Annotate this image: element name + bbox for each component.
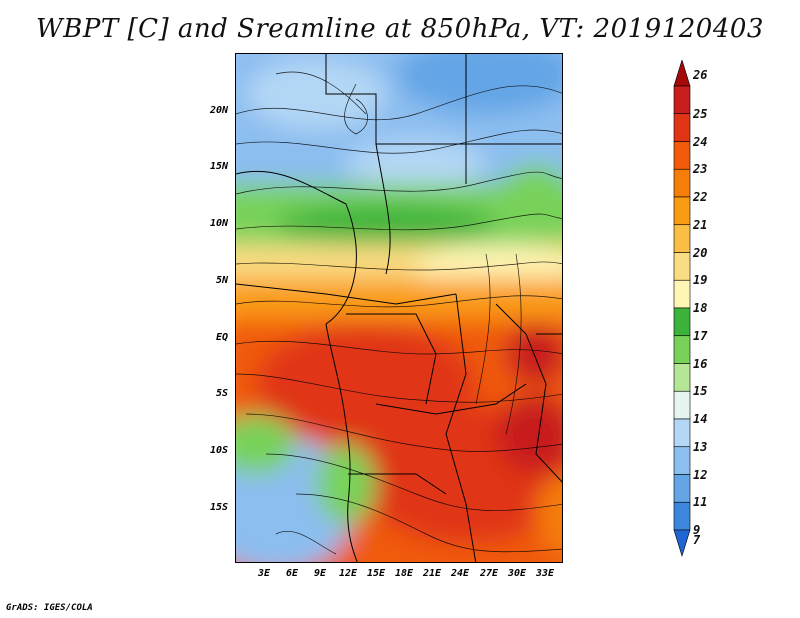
colorbar-segment bbox=[673, 307, 691, 337]
colorbar-segment bbox=[673, 501, 691, 531]
lat-label-10n: 10N bbox=[209, 218, 228, 229]
streamlines bbox=[236, 71, 562, 555]
colorbar-segment bbox=[673, 363, 691, 392]
colorbar-label: 18 bbox=[693, 301, 708, 315]
lat-label-eq: EQ bbox=[215, 332, 228, 343]
colorbar-segment bbox=[673, 168, 691, 198]
colorbar-label: 14 bbox=[693, 412, 708, 426]
colorbar-segment bbox=[673, 60, 691, 87]
colorbar-segment bbox=[673, 252, 691, 281]
colorbar-segment bbox=[673, 141, 691, 170]
colorbar-label: 22 bbox=[693, 190, 708, 204]
lat-label-5s: 5S bbox=[215, 388, 228, 399]
lon-label-30e: 30E bbox=[507, 568, 527, 579]
colorbar-segment bbox=[673, 474, 691, 503]
colorbar-segment bbox=[673, 335, 691, 364]
colorbar-segment bbox=[673, 85, 691, 115]
lat-label-15s: 15S bbox=[209, 502, 228, 513]
colorbar-label: 16 bbox=[693, 356, 708, 371]
lat-label-15n: 15N bbox=[209, 161, 228, 172]
lon-label-9e: 9E bbox=[313, 568, 327, 579]
colorbar-label: 15 bbox=[693, 384, 708, 399]
colorbar-label: 7 bbox=[693, 533, 701, 548]
lon-label-33e: 33E bbox=[535, 568, 555, 579]
lat-label-10s: 10S bbox=[209, 445, 228, 456]
lon-label-27e: 27E bbox=[479, 568, 499, 579]
lon-label-21e: 21E bbox=[422, 568, 442, 579]
colorbar-segment bbox=[673, 390, 691, 420]
colorbar-label: 26 bbox=[693, 68, 708, 82]
colorbar-label: 21 bbox=[693, 217, 708, 232]
colorbar-label: 20 bbox=[693, 245, 708, 260]
lat-label-20n: 20N bbox=[209, 105, 228, 116]
colorbar-segment bbox=[673, 446, 691, 475]
lon-label-18e: 18E bbox=[394, 568, 414, 579]
colorbar-segment bbox=[673, 529, 691, 558]
map-title: WBPT [C] and Sreamline at 850hPa, VT: 20… bbox=[36, 14, 764, 44]
lat-label-5n: 5N bbox=[215, 275, 228, 286]
country-borders bbox=[236, 54, 562, 562]
lon-label-6e: 6E bbox=[285, 568, 299, 579]
colorbar-label: 17 bbox=[693, 328, 708, 343]
colorbar-segment bbox=[673, 224, 691, 253]
colorbar-label: 12 bbox=[693, 467, 708, 482]
colorbar-label: 11 bbox=[693, 495, 708, 510]
lon-label-3e: 3E bbox=[257, 568, 271, 579]
colorbar-label: 25 bbox=[693, 106, 708, 121]
colorbar-segment bbox=[673, 113, 691, 142]
colorbar-label: 19 bbox=[693, 273, 708, 288]
map-panel bbox=[235, 53, 563, 563]
wbpt-field bbox=[236, 54, 562, 562]
colorbar-label: 9 bbox=[693, 523, 701, 537]
grads-credit: GrADS: IGES/COLA bbox=[6, 603, 93, 613]
colorbar-label: 24 bbox=[693, 134, 708, 149]
lon-label-24e: 24E bbox=[450, 568, 470, 579]
colorbar-segment bbox=[673, 196, 691, 226]
colorbar bbox=[673, 60, 691, 558]
lon-label-12e: 12E bbox=[338, 568, 358, 579]
colorbar-label: 23 bbox=[693, 162, 708, 177]
lon-label-15e: 15E bbox=[366, 568, 386, 579]
colorbar-label: 13 bbox=[693, 439, 708, 454]
colorbar-segment bbox=[673, 418, 691, 448]
colorbar-segment bbox=[673, 279, 691, 309]
